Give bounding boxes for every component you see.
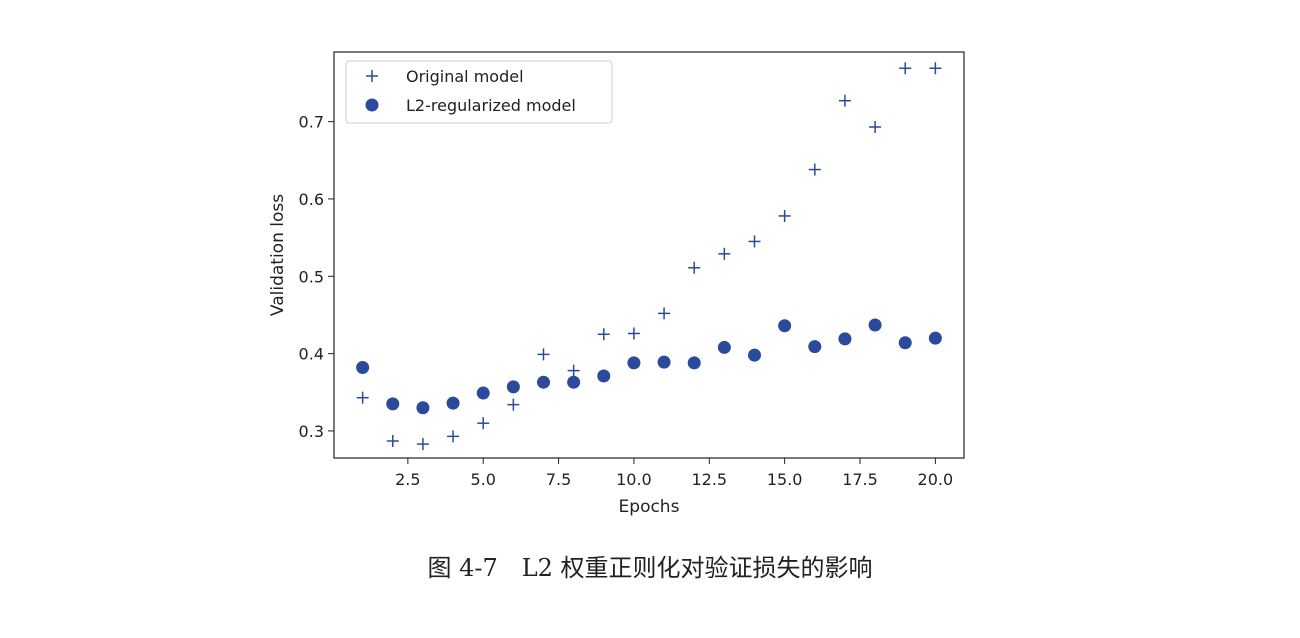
- data-point-circle: [356, 361, 370, 375]
- data-point-plus: [869, 121, 882, 134]
- data-point-circle: [506, 380, 520, 394]
- data-point-plus: [899, 62, 912, 75]
- x-tick-label: 12.5: [691, 470, 727, 489]
- data-point-circle: [567, 375, 581, 389]
- data-point-plus: [356, 391, 369, 404]
- data-point-circle: [597, 369, 611, 383]
- data-point-plus: [808, 163, 821, 176]
- data-point-circle: [748, 348, 762, 362]
- data-point-circle: [627, 356, 641, 370]
- y-tick-label: 0.5: [299, 267, 324, 286]
- data-point-plus: [748, 235, 761, 248]
- data-point-circle: [778, 319, 792, 333]
- data-point-circle: [386, 397, 400, 411]
- x-tick-label: 17.5: [842, 470, 878, 489]
- data-point-circle: [808, 340, 822, 354]
- data-point-circle: [476, 386, 490, 400]
- x-tick-label: 7.5: [546, 470, 571, 489]
- legend-entry: L2-regularized model: [365, 96, 576, 115]
- data-point-circle: [898, 336, 912, 350]
- data-point-plus: [537, 348, 550, 361]
- series-l2-regularized: [356, 318, 942, 415]
- legend-marker-plus: [366, 70, 378, 82]
- data-point-plus: [416, 438, 429, 451]
- data-point-circle: [868, 318, 882, 332]
- data-point-circle: [446, 396, 460, 410]
- plot-frame: [333, 51, 965, 459]
- legend-label: L2-regularized model: [406, 96, 576, 115]
- data-point-plus: [627, 327, 640, 340]
- data-point-plus: [718, 247, 731, 260]
- x-axis-label: Epochs: [619, 497, 680, 517]
- data-point-circle: [928, 331, 942, 345]
- figure-caption: 图 4-7 L2 权重正则化对验证损失的影响: [427, 554, 873, 582]
- data-point-plus: [929, 62, 942, 75]
- data-point-plus: [507, 398, 520, 411]
- y-tick-label: 0.6: [299, 190, 324, 209]
- series-original: [356, 62, 942, 451]
- x-tick-label: 20.0: [918, 470, 954, 489]
- x-tick-label: 2.5: [395, 470, 420, 489]
- scatter-chart: 2.5 5.0 7.5 10.0 12.5 15.0 17.5 20.0 0.3 0.4 0.5 0…: [268, 51, 965, 517]
- data-point-circle: [536, 375, 550, 389]
- legend-box: [345, 60, 613, 124]
- data-point-plus: [658, 307, 671, 320]
- data-point-plus: [597, 328, 610, 341]
- data-point-plus: [838, 94, 851, 107]
- data-point-circle: [687, 356, 701, 370]
- data-point-plus: [688, 261, 701, 274]
- data-point-plus: [477, 417, 490, 430]
- x-tick-label: 5.0: [470, 470, 495, 489]
- legend-marker-circle: [365, 98, 379, 112]
- data-point-circle: [717, 340, 731, 354]
- data-point-plus: [778, 209, 791, 222]
- data-point-circle: [657, 355, 671, 369]
- data-point-plus: [447, 430, 460, 443]
- data-point-circle: [416, 401, 430, 415]
- data-point-plus: [567, 364, 580, 377]
- legend-entry: Original model: [366, 67, 524, 86]
- y-axis-label: Validation loss: [268, 194, 288, 316]
- data-point-plus: [386, 434, 399, 447]
- x-tick-label: 15.0: [767, 470, 803, 489]
- y-tick-label: 0.7: [299, 113, 324, 132]
- x-tick-label: 10.0: [616, 470, 652, 489]
- y-tick-label: 0.4: [299, 345, 324, 364]
- y-tick-label: 0.3: [299, 422, 324, 441]
- data-point-circle: [838, 332, 852, 346]
- legend-label: Original model: [406, 67, 524, 86]
